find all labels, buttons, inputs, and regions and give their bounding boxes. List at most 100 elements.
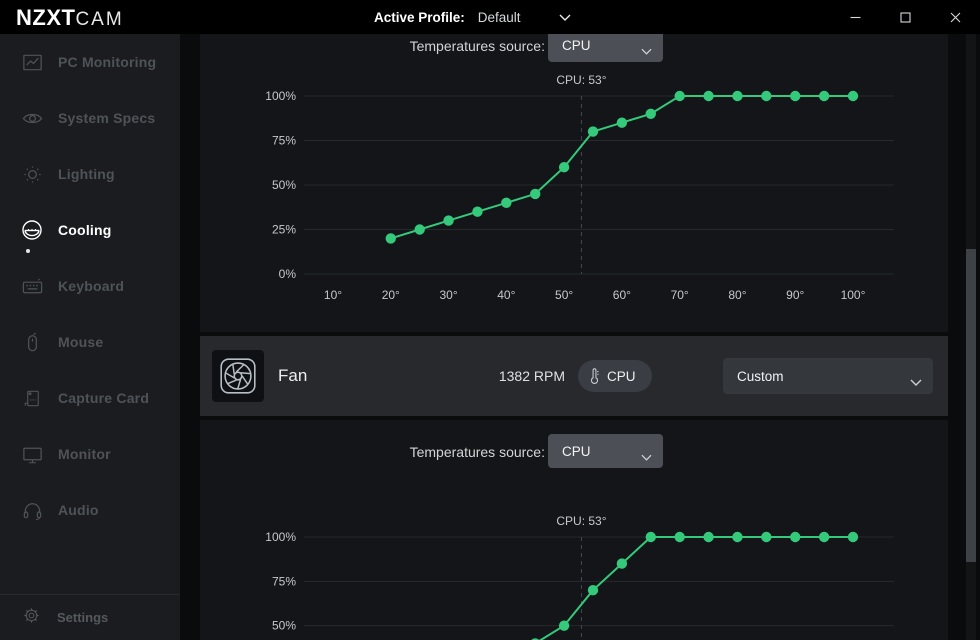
- x-axis-tick-label: 100°: [841, 288, 866, 302]
- sidebar-item-pc-monitoring[interactable]: PC Monitoring: [0, 34, 180, 90]
- fan-curve-point[interactable]: [472, 206, 483, 217]
- sidebar-item-label: Keyboard: [58, 278, 125, 294]
- cooling-icon: [20, 218, 44, 242]
- sidebar-item-system-specs[interactable]: System Specs: [0, 90, 180, 146]
- chevron-down-icon: [641, 448, 652, 466]
- fan-curve-point[interactable]: [790, 90, 801, 102]
- fan-mode-value: Custom: [737, 368, 784, 384]
- fan-curve-point[interactable]: [847, 90, 859, 102]
- fan-curve-point[interactable]: [645, 531, 656, 543]
- sidebar-item-label: System Specs: [58, 110, 156, 126]
- maximize-button[interactable]: [880, 0, 930, 34]
- fan-curve-point[interactable]: [443, 215, 454, 226]
- temperature-source-select[interactable]: CPU: [548, 34, 663, 62]
- sun-icon: [20, 162, 44, 186]
- fan-curve-point[interactable]: [558, 620, 570, 631]
- sidebar-item-mouse[interactable]: Mouse: [0, 314, 180, 370]
- fan-curve-point[interactable]: [587, 584, 599, 596]
- capture-card-icon: [20, 386, 44, 410]
- fan-curve-chart-top: 0% 25% 50% 75% 100% 10° 20° 30° 40° 50° 60° 70° 80° 9…: [265, 73, 894, 302]
- temperature-source-select[interactable]: CPU: [548, 434, 663, 468]
- fan-curve-point[interactable]: [732, 531, 743, 543]
- fan-curve-chart-bottom: 25%50%75%100%CPU: 53°: [265, 514, 894, 640]
- fan-curve-point[interactable]: [674, 531, 685, 543]
- sensor-source-button[interactable]: CPU: [578, 360, 652, 392]
- fan-curve-point[interactable]: [501, 197, 512, 208]
- keyboard-icon: [20, 274, 44, 298]
- temperatures-source-label: Temperatures source:: [409, 38, 545, 54]
- x-axis-tick-label: 20°: [382, 288, 400, 302]
- monitor-icon: [20, 442, 44, 466]
- sidebar-item-label: Cooling: [58, 222, 112, 238]
- fan-curve-point[interactable]: [703, 90, 714, 102]
- sidebar-item-monitor[interactable]: Monitor: [0, 426, 180, 482]
- fan-curve-point[interactable]: [385, 233, 396, 244]
- sidebar-item-label: Mouse: [58, 334, 104, 350]
- y-axis-tick-label: 100%: [265, 530, 296, 544]
- thermometer-icon: [591, 368, 599, 384]
- sidebar-item-label: PC Monitoring: [58, 54, 157, 70]
- fan-mode-select[interactable]: Custom: [723, 358, 933, 394]
- mouse-icon: [20, 330, 44, 354]
- y-axis-tick-label: 0%: [279, 267, 297, 281]
- x-axis-tick-label: 60°: [613, 288, 631, 302]
- sidebar-item-audio[interactable]: Audio: [0, 482, 180, 538]
- fan-curve-line: [390, 95, 854, 240]
- active-profile-value: Default: [477, 9, 521, 25]
- gear-icon: [22, 606, 41, 630]
- x-axis-tick-label: 50°: [555, 288, 573, 302]
- sidebar-item-lighting[interactable]: Lighting: [0, 146, 180, 202]
- fan-curve-point[interactable]: [530, 188, 541, 200]
- x-axis-tick-label: 80°: [728, 288, 746, 302]
- fan-curve-point[interactable]: [616, 117, 628, 128]
- fan-curve-point[interactable]: [818, 90, 830, 102]
- y-axis-tick-label: 100%: [265, 89, 296, 103]
- sidebar-item-capture-card[interactable]: Capture Card: [0, 370, 180, 426]
- chevron-down-icon: [559, 14, 571, 21]
- scrollbar-thumb[interactable]: [966, 249, 976, 562]
- line-chart-icon: [20, 50, 44, 74]
- x-axis-tick-label: 40°: [497, 288, 515, 302]
- fan-curve-point[interactable]: [558, 162, 570, 173]
- fan-curve-point[interactable]: [703, 531, 714, 543]
- fan-curve-point[interactable]: [790, 531, 801, 543]
- sidebar-item-cooling[interactable]: Cooling: [0, 202, 180, 258]
- fan-curve-point[interactable]: [818, 531, 830, 543]
- y-axis-tick-label: 75%: [272, 134, 296, 148]
- y-axis-tick-label: 75%: [272, 574, 296, 588]
- y-axis-tick-label: 50%: [272, 619, 296, 633]
- sidebar-item-keyboard[interactable]: Keyboard: [0, 258, 180, 314]
- sidebar-item-label: Capture Card: [58, 390, 150, 406]
- fan-curve-point[interactable]: [674, 90, 685, 102]
- current-temp-label: CPU: 53°: [556, 514, 606, 528]
- fan-curve-point[interactable]: [616, 558, 628, 569]
- sidebar-item-label: Monitor: [58, 446, 111, 462]
- active-profile-label: Active Profile:: [374, 9, 465, 25]
- fan-curve-point[interactable]: [414, 224, 425, 235]
- vertical-scrollbar[interactable]: [966, 34, 976, 640]
- sidebar: PC Monitoring System Specs Lighting Cool…: [0, 34, 180, 640]
- temperature-source-value: CPU: [562, 37, 591, 53]
- sidebar-item-settings[interactable]: Settings: [0, 594, 180, 640]
- fan-rpm-value: 1382 RPM: [498, 368, 565, 384]
- fan-curve-point[interactable]: [587, 126, 599, 137]
- active-profile-selector[interactable]: Active Profile: Default: [374, 0, 571, 34]
- fan-curve-point[interactable]: [847, 531, 859, 543]
- logo-primary: NZXT: [16, 5, 76, 30]
- fan-curve-point[interactable]: [732, 90, 743, 102]
- current-temp-label: CPU: 53°: [556, 73, 606, 87]
- window-controls: [830, 0, 980, 34]
- active-indicator-dot: [26, 249, 30, 253]
- close-button[interactable]: [930, 0, 980, 34]
- cooling-content: Temperatures source: CPU 0% 25% 50% 75% 100%…: [180, 34, 980, 640]
- fan-curve-point[interactable]: [761, 531, 772, 543]
- fan-device-thumbnail: [212, 350, 264, 402]
- temperature-source-value: CPU: [562, 443, 591, 459]
- fan-curve-point[interactable]: [645, 108, 656, 120]
- fan-curve-point[interactable]: [761, 90, 772, 102]
- x-axis-tick-label: 70°: [671, 288, 689, 302]
- eye-icon: [20, 106, 44, 130]
- minimize-button[interactable]: [830, 0, 880, 34]
- y-axis-tick-label: 25%: [272, 223, 296, 237]
